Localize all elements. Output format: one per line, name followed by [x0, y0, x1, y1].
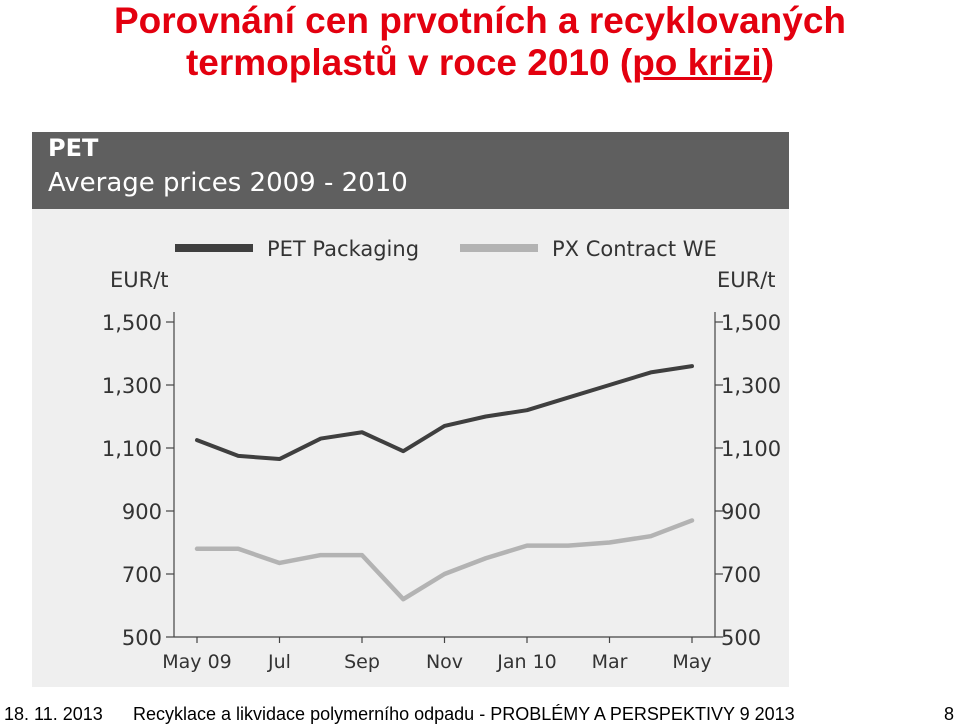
x-tick-label: Sep: [344, 651, 380, 673]
data-point: [360, 553, 364, 557]
data-point: [401, 597, 405, 601]
chart-title: PET: [48, 134, 99, 162]
x-tick-label: Jul: [267, 651, 291, 673]
chart-panel: PET Average prices 2009 - 2010 500 500 700…: [32, 132, 789, 687]
data-point: [401, 449, 405, 453]
y-tick-label-right: 1,300: [721, 374, 781, 398]
y-axis-label-left: EUR/t: [110, 268, 169, 292]
footer-text: Recyklace a likvidace polymerního odpadu…: [133, 704, 795, 724]
data-point: [607, 540, 612, 545]
y-tick-label-left: 500: [122, 626, 162, 650]
legend-label: PX Contract WE: [552, 237, 717, 261]
data-point: [277, 561, 282, 565]
y-tick-label-right: 900: [721, 500, 761, 524]
data-point: [319, 436, 323, 441]
slide-title-line-1: Porovnání cen prvotních a recyklovaných: [113, 0, 847, 41]
y-tick-label-left: 1,500: [102, 311, 162, 335]
data-point: [649, 534, 653, 538]
x-tick-label: Nov: [426, 651, 463, 673]
y-tick-label-left: 700: [122, 563, 162, 587]
data-point: [319, 553, 323, 557]
x-tick-label: Mar: [592, 651, 628, 673]
x-tick-label: May 09: [162, 651, 232, 673]
x-tick-label: Jan 10: [496, 651, 557, 673]
y-tick-label-right: 1,500: [721, 311, 781, 335]
y-tick-label-left: 1,300: [102, 374, 162, 398]
y-tick-label-right: 700: [721, 563, 761, 587]
x-tick-label: May: [672, 651, 711, 673]
data-point: [442, 424, 447, 428]
data-point: [360, 430, 364, 434]
y-tick-label-right: 1,100: [721, 437, 781, 461]
y-tick-label-left: 900: [122, 500, 162, 524]
data-point: [690, 518, 694, 523]
data-point: [195, 547, 199, 551]
data-point: [195, 438, 199, 442]
chart-header: PET Average prices 2009 - 2010: [32, 132, 789, 209]
footer: 18. 11. 2013 Recyklace a likvidace polym…: [0, 702, 960, 726]
data-point: [566, 544, 570, 548]
data-point: [690, 364, 694, 368]
data-point: [566, 396, 570, 400]
slide-title-underlined: po krizi: [632, 42, 762, 83]
page-number: 8: [944, 704, 955, 724]
footer-date: 18. 11. 2013: [4, 704, 103, 724]
data-point: [277, 457, 282, 461]
data-point: [484, 556, 488, 560]
data-point: [607, 383, 612, 387]
data-point: [236, 454, 240, 458]
y-axis-label-right: EUR/t: [717, 268, 776, 292]
data-point: [236, 547, 240, 551]
y-tick-label-right: 500: [721, 626, 761, 650]
slide-title: Porovnání cen prvotních a recyklovaných …: [0, 0, 960, 84]
data-point: [649, 370, 653, 374]
legend-label: PET Packaging: [267, 237, 419, 261]
series-line: [194, 518, 695, 602]
data-point: [525, 544, 529, 548]
y-tick-label-left: 1,100: [102, 437, 162, 461]
slide-title-line-2-end: ): [761, 42, 775, 83]
series-line: [195, 364, 694, 462]
chart-subtitle: Average prices 2009 - 2010: [48, 168, 408, 198]
data-point: [525, 408, 529, 412]
slide-title-line-2-start: termoplastů v roce 2010 (: [185, 42, 633, 83]
data-point: [442, 572, 447, 576]
chart-plot: 500 500 700 700 900 900 1,100 1,100 1,300 1,300 1,…: [102, 237, 781, 673]
slide-title-line-2: termoplastů v roce 2010 (po krizi): [186, 42, 774, 83]
data-point: [484, 414, 488, 419]
